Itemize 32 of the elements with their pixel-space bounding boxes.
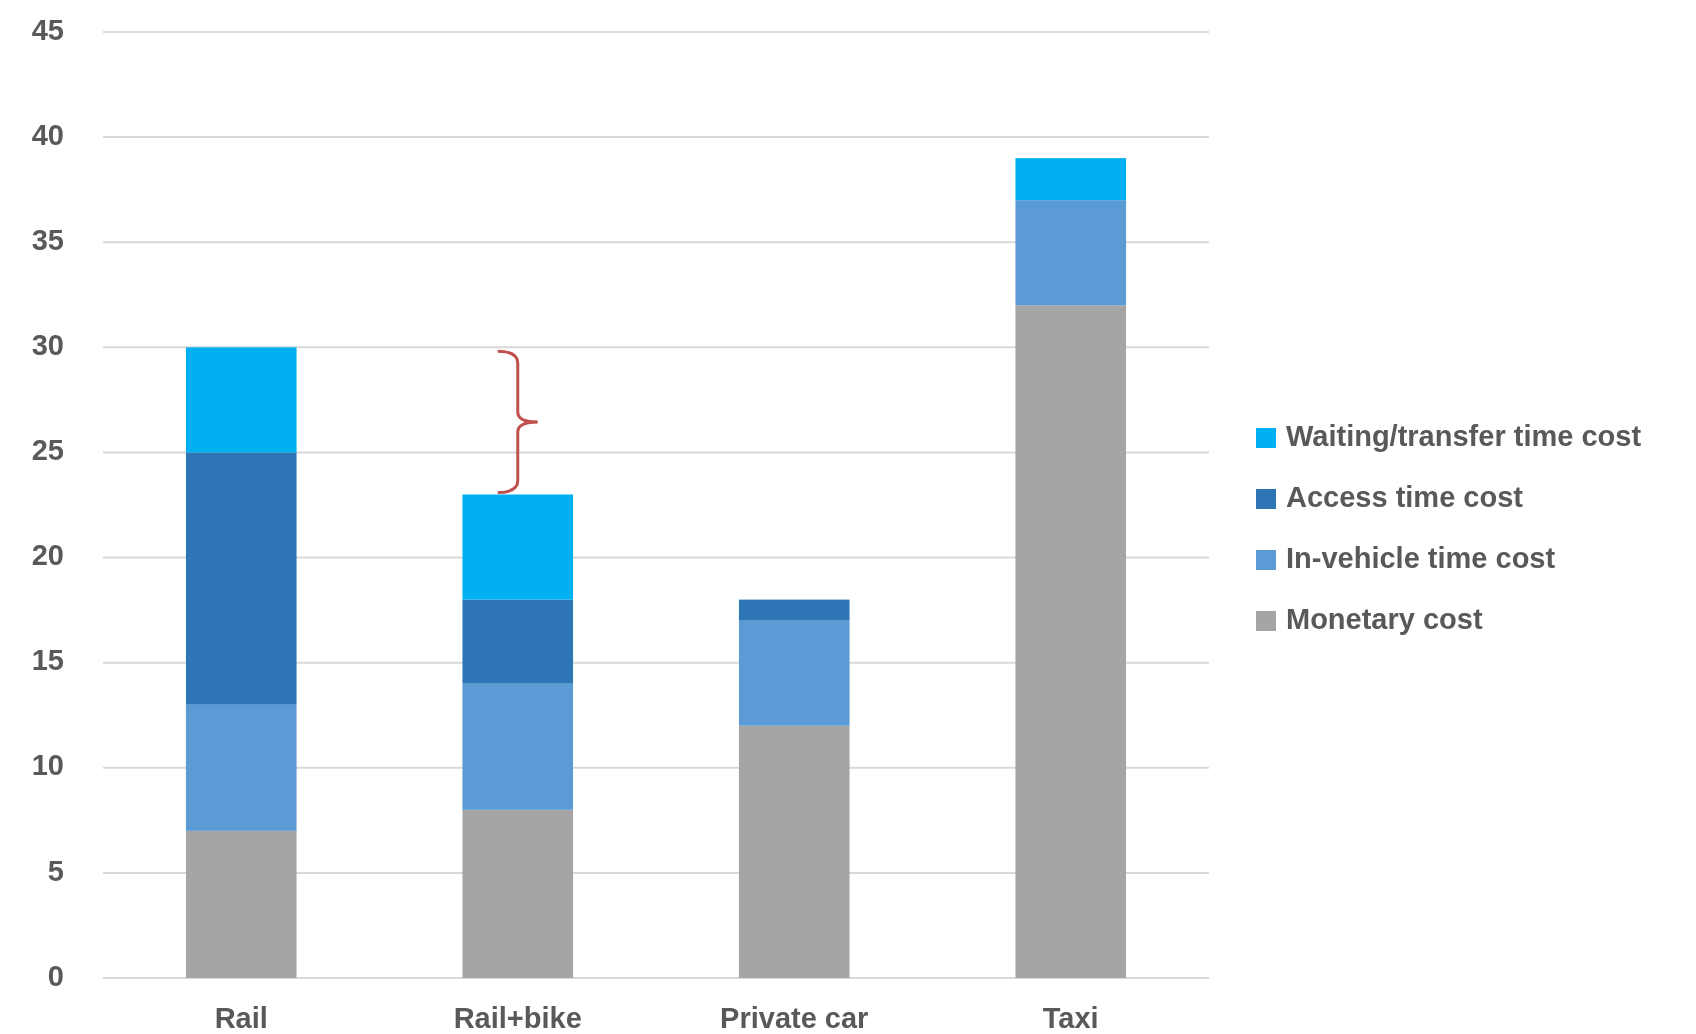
x-tick-label: Rail+bike xyxy=(453,1002,582,1034)
y-tick-label: 30 xyxy=(31,328,64,361)
y-tick-label: 10 xyxy=(31,749,64,782)
bar xyxy=(185,830,297,978)
legend-label: Waiting/transfer time cost xyxy=(1286,419,1642,452)
bar xyxy=(1015,200,1127,306)
x-tick-label: Rail xyxy=(214,1002,268,1034)
y-tick-label: 45 xyxy=(31,13,64,46)
bar xyxy=(185,347,297,453)
x-tick-label: Taxi xyxy=(1042,1002,1099,1034)
legend-label: Access time cost xyxy=(1286,480,1524,513)
y-tick-label: 40 xyxy=(31,118,64,151)
y-tick-label: 0 xyxy=(47,959,64,992)
x-tick-label: Private car xyxy=(720,1002,869,1034)
y-tick-label: 15 xyxy=(31,644,64,677)
legend-label: In-vehicle time cost xyxy=(1286,541,1556,574)
bar xyxy=(738,725,850,978)
bar xyxy=(185,704,297,831)
y-tick-label: 25 xyxy=(31,434,64,467)
bar xyxy=(1015,158,1127,201)
bar xyxy=(185,452,297,705)
bar xyxy=(462,599,574,684)
y-tick-label: 5 xyxy=(47,854,64,887)
bar xyxy=(1015,305,1127,978)
legend-label: Monetary cost xyxy=(1286,602,1483,635)
bar xyxy=(462,809,574,978)
bar xyxy=(462,683,574,810)
bar xyxy=(738,599,850,621)
bar xyxy=(462,494,574,600)
y-tick-label: 35 xyxy=(31,223,64,256)
bar xyxy=(738,620,850,726)
y-tick-label: 20 xyxy=(31,539,64,572)
